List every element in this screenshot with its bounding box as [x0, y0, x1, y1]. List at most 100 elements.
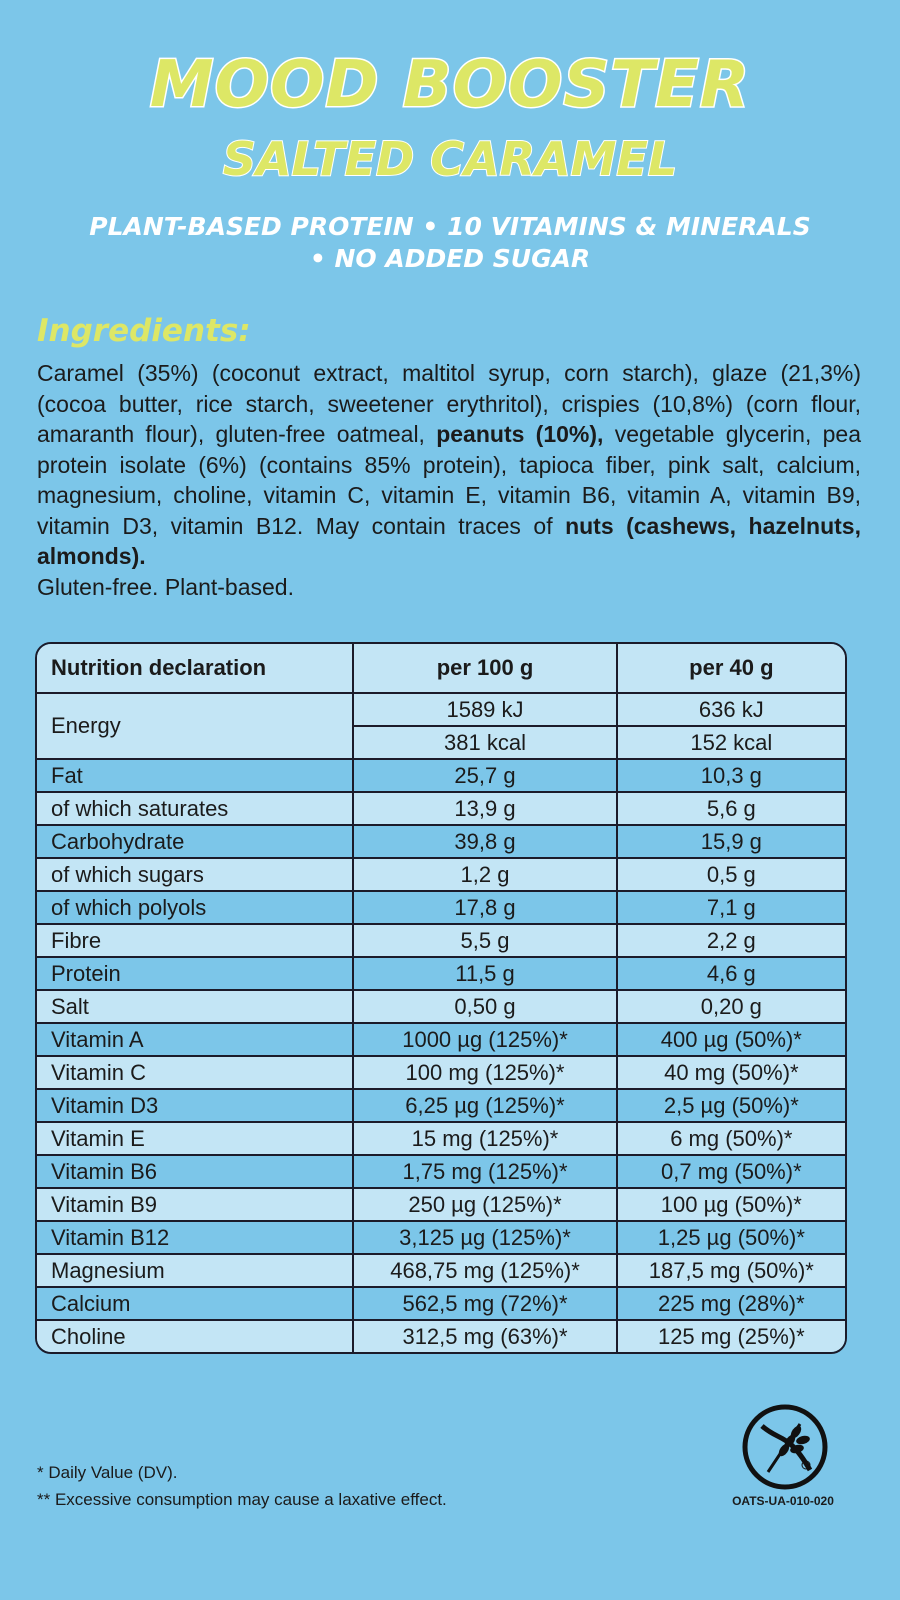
header-row: Nutrition declaration per 100 g per 40 g: [37, 644, 845, 694]
cell-value: 0,50 g: [352, 989, 618, 1024]
cell-value: 15 mg (125%)*: [352, 1121, 618, 1156]
cell-value: 40 mg (50%)*: [615, 1055, 845, 1090]
cell-value: 312,5 mg (63%)*: [352, 1319, 618, 1352]
tagline: • NO ADDED SUGAR: [309, 244, 591, 273]
cell-value: 187,5 mg (50%)*: [615, 1253, 845, 1288]
nutrient-row: Vitamin E 15 mg (125%)* 6 mg (50%)*: [37, 1121, 845, 1156]
nutrient-row: of which sugars 1,2 g 0,5 g: [37, 857, 845, 892]
cell-value: 1,2 g: [352, 857, 618, 892]
energy-row: 381 kcal 152 kcal: [37, 725, 845, 760]
cell-value: 0,20 g: [615, 989, 845, 1024]
cell-value: 1589 kJ: [352, 692, 618, 727]
row-label: Vitamin B12: [37, 1220, 355, 1255]
cell-value: 7,1 g: [615, 890, 845, 925]
cell-value: 1000 µg (125%)*: [352, 1022, 618, 1057]
cell-value: 25,7 g: [352, 758, 618, 793]
nutrient-row: Vitamin A 1000 µg (125%)* 400 µg (50%)*: [37, 1022, 845, 1057]
row-label: Magnesium: [37, 1253, 355, 1288]
tagline: PLANT-BASED PROTEIN • 10 VITAMINS & MINE…: [89, 212, 811, 241]
row-label: Fibre: [37, 923, 355, 958]
cell-value: 39,8 g: [352, 824, 618, 859]
nutrient-row: Calcium 562,5 mg (72%)* 225 mg (28%)*: [37, 1286, 845, 1321]
nutrient-row: Vitamin B12 3,125 µg (125%)* 1,25 µg (50%)…: [37, 1220, 845, 1255]
row-label: Fat: [37, 758, 355, 793]
cell-value: 562,5 mg (72%)*: [352, 1286, 618, 1321]
cell-value: 400 µg (50%)*: [615, 1022, 845, 1057]
row-label: Protein: [37, 956, 355, 991]
nutrient-row: Vitamin B6 1,75 mg (125%)* 0,7 mg (50%)*: [37, 1154, 845, 1189]
nutrient-row: of which polyols 17,8 g 7,1 g: [37, 890, 845, 925]
cell-value: 2,2 g: [615, 923, 845, 958]
ingredients-text: Caramel (35%) (coconut extract, maltitol…: [37, 358, 861, 602]
table-body: Nutrition declaration per 100 g per 40 g En…: [37, 644, 845, 1352]
row-label: Choline: [37, 1319, 355, 1352]
nutrient-row: Magnesium 468,75 mg (125%)* 187,5 mg (50%)…: [37, 1253, 845, 1288]
nutrient-row: Fat 25,7 g 10,3 g: [37, 758, 845, 793]
column-header: Nutrition declaration: [37, 644, 355, 694]
nutrient-row: Salt 0,50 g 0,20 g: [37, 989, 845, 1024]
nutrient-row: Vitamin C 100 mg (125%)* 40 mg (50%)*: [37, 1055, 845, 1090]
cell-value: 11,5 g: [352, 956, 618, 991]
column-header: per 100 g: [352, 644, 618, 694]
cell-value: 1,25 µg (50%)*: [615, 1220, 845, 1255]
cell-value: 381 kcal: [353, 725, 618, 760]
cell-value: 6 mg (50%)*: [615, 1121, 845, 1156]
cell-value: 3,125 µg (125%)*: [352, 1220, 618, 1255]
ingredients-part: vegetable glycerin, pea protein isolate …: [37, 421, 868, 539]
nutrient-row: Protein 11,5 g 4,6 g: [37, 956, 845, 991]
row-label: Energy: [37, 692, 355, 760]
ingredients-heading: Ingredients:: [37, 313, 251, 349]
cell-value: 636 kJ: [615, 692, 845, 727]
column-header: per 40 g: [615, 644, 845, 694]
row-label: Salt: [37, 989, 355, 1024]
nutrition-table: Nutrition declaration per 100 g per 40 g En…: [35, 642, 847, 1354]
ingredients-part: nuts (cashews, hazelnuts, almonds).: [37, 512, 868, 570]
cell-value: 5,5 g: [352, 923, 618, 958]
cell-value: 468,75 mg (125%)*: [352, 1253, 618, 1288]
nutrient-row: Carbohydrate 39,8 g 15,9 g: [37, 824, 845, 859]
cell-value: 125 mg (25%)*: [615, 1319, 845, 1352]
cell-value: 100 µg (50%)*: [615, 1187, 845, 1222]
nutrient-row: Fibre 5,5 g 2,2 g: [37, 923, 845, 958]
cell-value: 225 mg (28%)*: [615, 1286, 845, 1321]
row-label: Calcium: [37, 1286, 355, 1321]
nutrient-row: Vitamin D3 6,25 µg (125%)* 2,5 µg (50%)*: [37, 1088, 845, 1123]
subtitle: SALTED CARAMEL: [222, 131, 678, 187]
row-label: Vitamin B6: [37, 1154, 355, 1189]
row-label: Vitamin A: [37, 1022, 355, 1057]
row-label: Vitamin B9: [37, 1187, 355, 1222]
gluten-free-logo: [742, 1404, 828, 1490]
nutrient-row: of which saturates 13,9 g 5,6 g: [37, 791, 845, 826]
ingredients-part: peanuts (10%),: [436, 421, 604, 447]
cell-value: 0,7 mg (50%)*: [615, 1154, 845, 1189]
row-label: Carbohydrate: [37, 824, 355, 859]
cell-value: 15,9 g: [615, 824, 845, 859]
cell-value: 13,9 g: [352, 791, 618, 826]
cell-value: 250 µg (125%)*: [352, 1187, 618, 1222]
row-label: of which polyols: [37, 890, 355, 925]
row-label: of which saturates: [37, 791, 355, 826]
nutrient-row: Vitamin B9 250 µg (125%)* 100 µg (50%)*: [37, 1187, 845, 1222]
certification-code: OATS-UA-010-020: [732, 1494, 834, 1508]
row-label: Vitamin C: [37, 1055, 355, 1090]
cell-value: 4,6 g: [615, 956, 845, 991]
nutrient-row: Choline 312,5 mg (63%)* 125 mg (25%)*: [37, 1319, 845, 1352]
ingredients-note: Gluten-free. Plant-based.: [37, 573, 294, 600]
footnote: * Daily Value (DV).: [37, 1463, 178, 1482]
cell-value: 6,25 µg (125%)*: [352, 1088, 618, 1123]
cell-value: 100 mg (125%)*: [352, 1055, 618, 1090]
cell-value: 152 kcal: [615, 725, 845, 760]
cell-value: 2,5 µg (50%)*: [615, 1088, 845, 1123]
cell-value: 5,6 g: [615, 791, 845, 826]
row-label: Vitamin E: [37, 1121, 355, 1156]
row-label: of which sugars: [37, 857, 355, 892]
table: Nutrition declaration per 100 g per 40 g En…: [37, 644, 845, 1352]
cell-value: 17,8 g: [352, 890, 618, 925]
cell-value: 1,75 mg (125%)*: [352, 1154, 618, 1189]
energy-row: Energy 1589 kJ 636 kJ: [37, 692, 845, 760]
row-label: Vitamin D3: [37, 1088, 355, 1123]
footnote: ** Excessive consumption may cause a lax…: [37, 1490, 447, 1509]
cell-value: 10,3 g: [615, 758, 845, 793]
cell-value: 0,5 g: [615, 857, 845, 892]
